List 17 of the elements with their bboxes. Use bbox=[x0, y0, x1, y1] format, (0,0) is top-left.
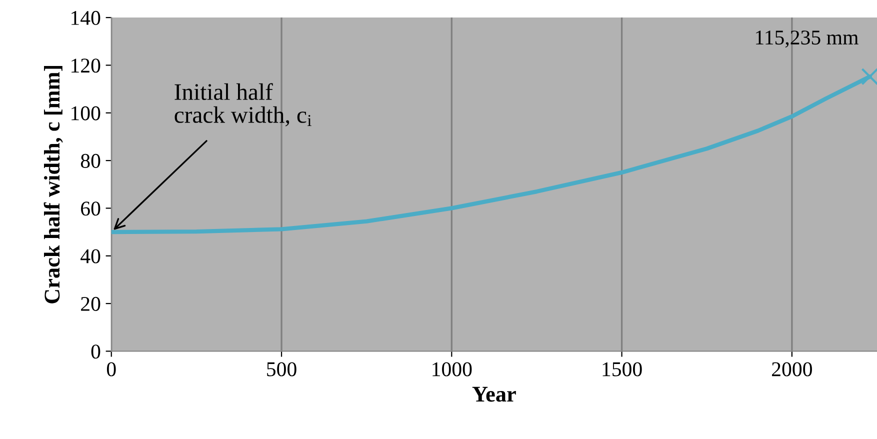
y-tick-label: 120 bbox=[72, 58, 100, 73]
y-tick-label: 0 bbox=[91, 344, 100, 359]
annotation: Initial half crack width, c$_{i}$ bbox=[174, 83, 312, 126]
x-tick-label: 0 bbox=[106, 362, 116, 376]
y-tick-label: 80 bbox=[80, 154, 100, 168]
y-tick-label: 40 bbox=[80, 249, 100, 264]
annotation: 115,235 mm bbox=[756, 30, 858, 48]
y-tick-label: 20 bbox=[81, 296, 100, 311]
y-tick-label: 60 bbox=[81, 202, 100, 216]
y-axis-title: Crack half width, c [mm] bbox=[44, 66, 63, 304]
y-tick-label: 140 bbox=[72, 10, 100, 25]
x-tick-label: 1000 bbox=[432, 362, 472, 376]
x-tick-label: 1500 bbox=[602, 362, 642, 376]
x-tick-label: 2000 bbox=[772, 362, 812, 376]
x-axis-title: Year bbox=[472, 386, 516, 402]
x-tick-label: 500 bbox=[267, 362, 296, 376]
y-tick-label: 100 bbox=[72, 106, 100, 120]
